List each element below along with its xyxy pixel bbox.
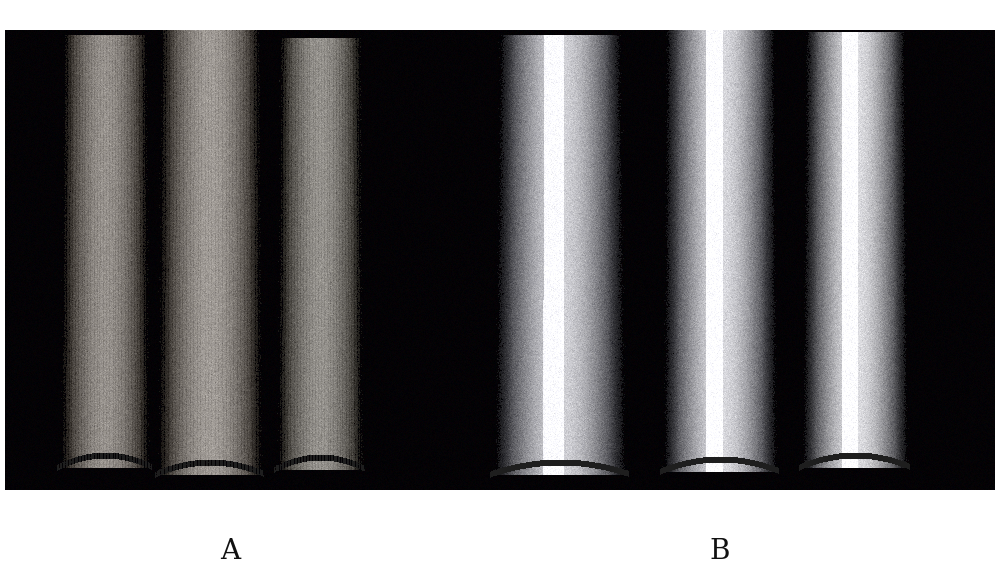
Text: B: B (710, 538, 730, 565)
Text: A: A (220, 538, 240, 565)
